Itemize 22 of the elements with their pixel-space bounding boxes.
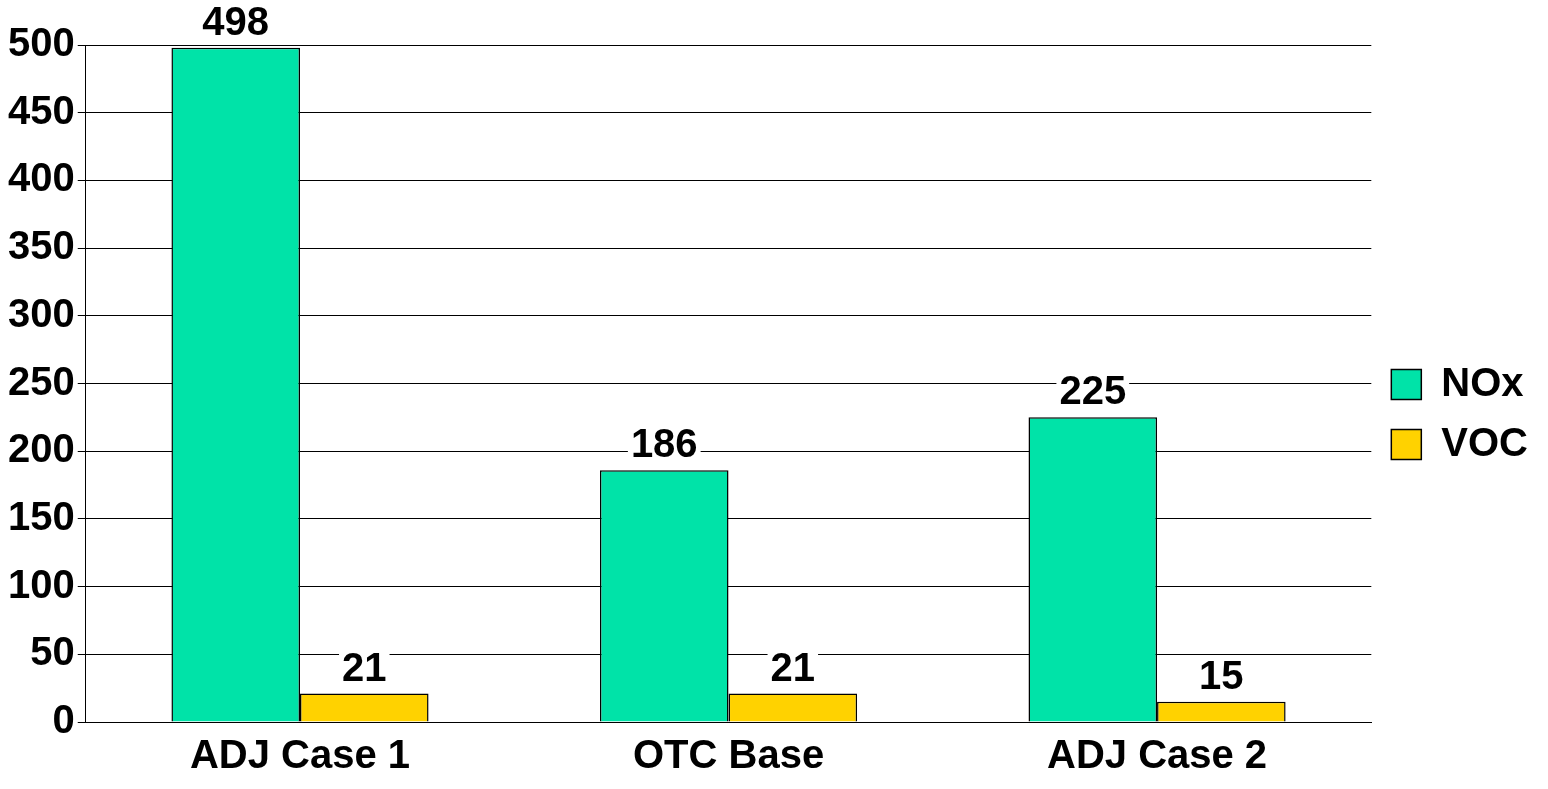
y-tick-label: 250 — [7, 358, 75, 403]
legend-label: VOC — [1441, 419, 1529, 464]
y-tick-label: 450 — [7, 87, 75, 132]
x-tick-label: OTC Base — [632, 732, 825, 777]
y-tick-label: 150 — [7, 493, 75, 538]
y-tick-label: 200 — [7, 426, 75, 471]
data-label: 498 — [202, 0, 270, 43]
x-tick-label: ADJ Case 1 — [189, 732, 411, 777]
data-label: 186 — [630, 421, 698, 466]
data-label: 21 — [770, 644, 816, 689]
data-label: 15 — [1199, 652, 1244, 697]
y-tick-label: 350 — [7, 223, 75, 268]
legend-label: NOx — [1441, 359, 1524, 404]
y-tick-label: 300 — [7, 290, 75, 335]
y-tick-label: 500 — [7, 20, 75, 65]
y-tick-label: 100 — [7, 561, 75, 606]
x-tick-label: ADJ Case 2 — [1046, 732, 1268, 777]
y-tick-label: 0 — [52, 697, 75, 742]
y-tick-label: 400 — [7, 155, 75, 200]
data-label: 21 — [342, 644, 387, 689]
y-tick-label: 50 — [30, 629, 75, 674]
data-label: 225 — [1059, 368, 1127, 413]
